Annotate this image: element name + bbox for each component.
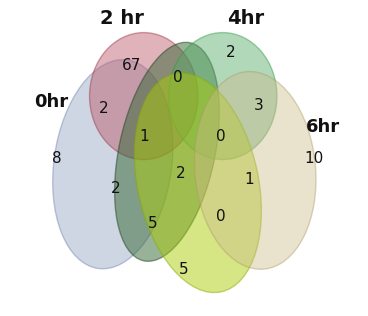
Text: 0: 0	[216, 129, 226, 144]
Text: 1: 1	[244, 172, 254, 187]
Ellipse shape	[194, 71, 316, 269]
Text: 2: 2	[176, 166, 186, 181]
Text: 2 hr: 2 hr	[100, 9, 144, 28]
Text: 0: 0	[216, 209, 226, 224]
Text: 10: 10	[304, 150, 324, 166]
Text: 5: 5	[179, 262, 189, 277]
Ellipse shape	[53, 60, 173, 269]
Ellipse shape	[89, 33, 198, 160]
Text: 0: 0	[173, 70, 183, 85]
Text: 67: 67	[122, 58, 141, 73]
Text: 6hr: 6hr	[306, 118, 340, 136]
Text: 2: 2	[99, 101, 108, 116]
Ellipse shape	[114, 42, 219, 261]
Text: 8: 8	[52, 150, 62, 166]
Text: 0hr: 0hr	[34, 93, 68, 111]
Text: 3: 3	[254, 98, 263, 113]
Ellipse shape	[169, 33, 277, 160]
Text: 4hr: 4hr	[227, 9, 265, 28]
Text: 5: 5	[148, 216, 158, 231]
Text: 2: 2	[111, 181, 121, 197]
Ellipse shape	[134, 73, 261, 293]
Text: 2: 2	[226, 45, 235, 60]
Text: 1: 1	[139, 129, 149, 144]
